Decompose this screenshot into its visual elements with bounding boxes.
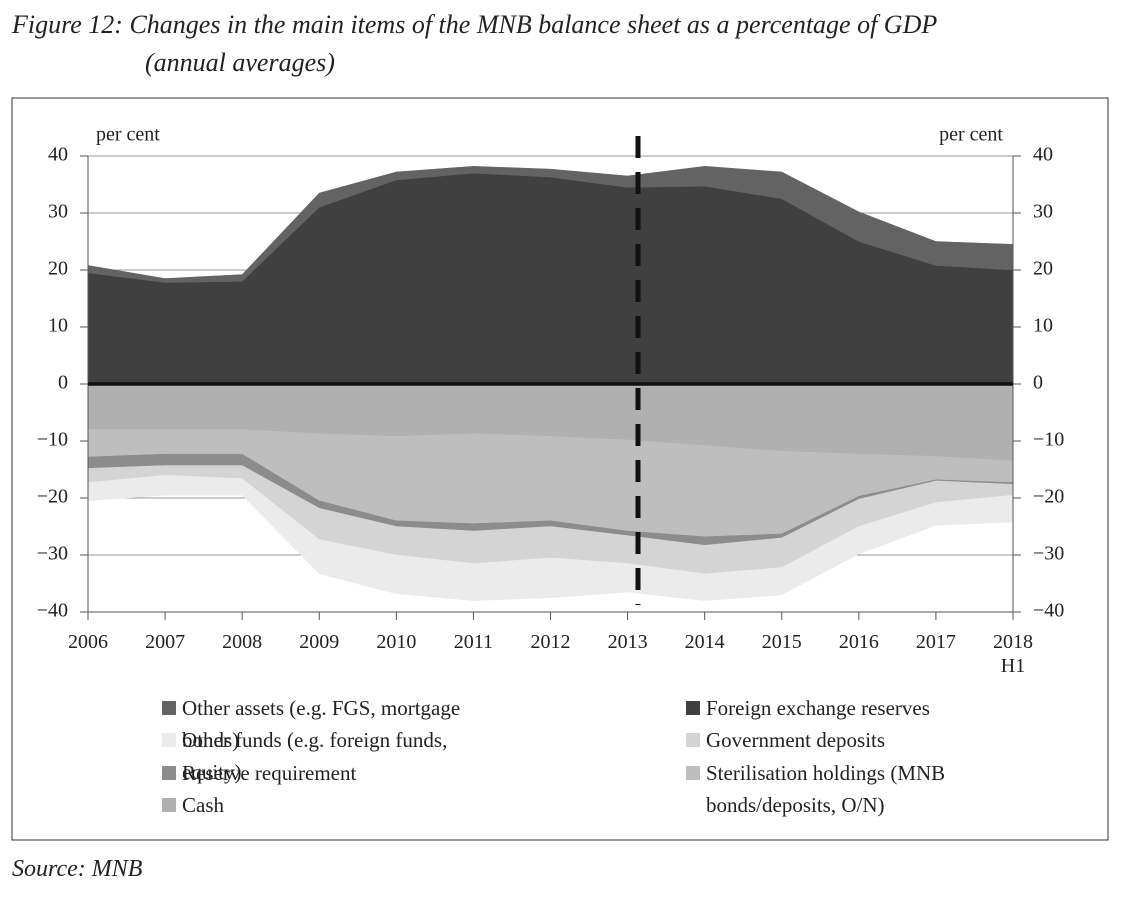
- x-tick-label: 2011: [453, 631, 494, 653]
- x-tick-label: 2012: [530, 631, 571, 653]
- y2-tick-label: −10: [1033, 429, 1064, 451]
- y2-tick-label: 40: [1033, 144, 1053, 166]
- y-tick-label: 10: [48, 315, 68, 337]
- legend-swatch: [686, 701, 700, 715]
- y2-tick-label: −40: [1033, 600, 1064, 622]
- y2-tick-label: 10: [1033, 315, 1053, 337]
- y2-tick-label: 20: [1033, 258, 1053, 280]
- y2-tick-label: 0: [1033, 372, 1043, 394]
- y-tick-label: 0: [58, 372, 68, 394]
- x-tick-label: 2013: [607, 631, 648, 653]
- y-tick-label: 30: [48, 201, 68, 223]
- legend-label: Other funds (e.g. foreign funds, equity): [182, 728, 448, 784]
- x-tick-label: 2015: [761, 631, 802, 653]
- chart-title: Figure 12: Changes in the main items of …: [12, 10, 938, 39]
- legend-swatch: [162, 733, 176, 747]
- x-tick-label: 2014: [684, 631, 725, 653]
- y-tick-label: −30: [37, 543, 68, 565]
- legend-label: Foreign exchange reserves: [706, 696, 930, 720]
- y2-tick-label: −20: [1033, 486, 1064, 508]
- legend-swatch: [686, 766, 700, 780]
- legend-label: Other assets (e.g. FGS, mortgage bonds): [182, 696, 461, 752]
- chart-subtitle: (annual averages): [145, 48, 335, 77]
- legend-swatch: [686, 733, 700, 747]
- y2-axis-label: per cent: [939, 124, 1003, 146]
- x-tick-label: 2016: [838, 631, 879, 653]
- y-tick-label: 40: [48, 144, 68, 166]
- source: Source: MNB: [12, 856, 143, 882]
- areas: [87, 166, 1014, 601]
- y-tick-label: −10: [37, 429, 68, 451]
- legend-swatch: [162, 766, 176, 780]
- y-tick-label: 20: [48, 258, 68, 280]
- y2-tick-label: 30: [1033, 201, 1053, 223]
- y2-tick-label: −30: [1033, 543, 1064, 565]
- x-tick-label: 2017: [915, 631, 956, 653]
- y-axis-label: per cent: [96, 124, 160, 146]
- legend-label: Sterilisation holdings (MNB bonds/deposi…: [706, 761, 946, 817]
- legend-swatch: [162, 798, 176, 812]
- x-tick-label: 2018 H1: [993, 631, 1033, 677]
- legend-swatch: [162, 701, 176, 715]
- legend-label: Government deposits: [706, 728, 886, 752]
- frame: [11, 97, 1109, 841]
- x-tick-label: 2009: [299, 631, 340, 653]
- y-tick-label: −40: [37, 600, 68, 622]
- legend-label: Cash: [182, 793, 224, 817]
- y-tick-label: −20: [37, 486, 68, 508]
- x-tick-label: 2008: [222, 631, 263, 653]
- x-tick-label: 2007: [145, 631, 186, 653]
- x-tick-label: 2010: [376, 631, 417, 653]
- x-tick-label: 2006: [68, 631, 108, 653]
- legend-label: Reserve requirement: [182, 761, 357, 785]
